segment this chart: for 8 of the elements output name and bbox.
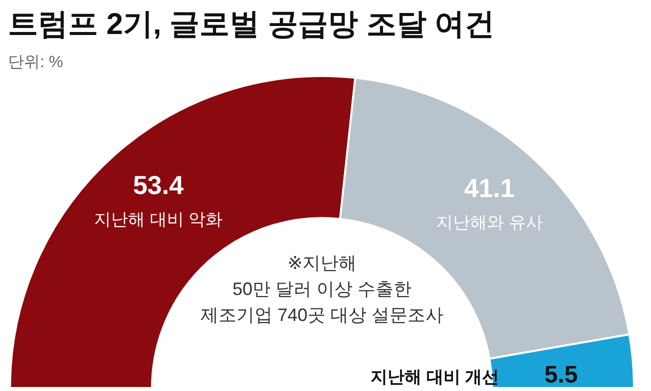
- chart-title: 트럼프 2기, 글로벌 공급망 조달 여건: [8, 8, 495, 41]
- slice-label: 지난해와 유사: [436, 213, 543, 232]
- chart-subtitle: 단위: %: [8, 54, 64, 71]
- slice-label: 지난해 대비 악화: [94, 210, 222, 229]
- data-label: 53.4: [132, 170, 184, 200]
- data-label: 5.5: [544, 361, 578, 388]
- text: ※지난해 50만 달러 이상 수출한 제조기업 740곳 대상 설문조사: [200, 253, 444, 325]
- data-label: 41.1: [464, 173, 515, 204]
